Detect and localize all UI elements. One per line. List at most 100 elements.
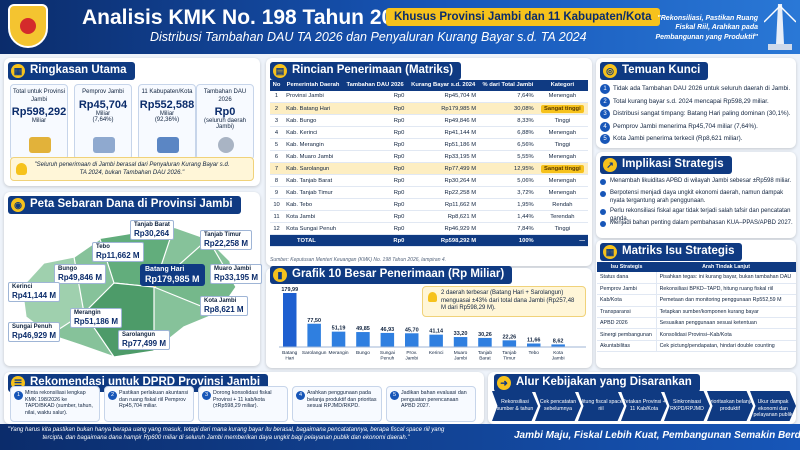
- finding-number: 3: [600, 109, 610, 119]
- table-row: 9 Kab. Tanjab Timur Rp0 Rp22,258 M 3,72% Mene…: [270, 186, 588, 200]
- coins-icon: [29, 137, 51, 153]
- matrix-row: Kab/Kota Pemetaan dan monitoring pengguna…: [597, 294, 796, 307]
- recommendation-card: 5 Jadikan bahan evaluasi dan penguatan pe…: [386, 386, 476, 422]
- bar-chart-icon: ▮: [273, 268, 287, 282]
- finding-item: 4 Pemprov Jambi menerima Rp45,704 miliar …: [600, 121, 796, 132]
- matrix-cell: Akuntabilitas: [597, 340, 657, 353]
- matrix-row: APBD 2026 Sesuaikan penggunaan sesuai ket…: [597, 317, 796, 330]
- table-total-cell: —: [536, 234, 588, 248]
- table-cell: Rp41,144 M: [407, 126, 480, 140]
- matrix-cell: Kab/Kota: [597, 294, 657, 307]
- table-cell: Menengah: [536, 174, 588, 188]
- table-cell: Kab. Tanjab Timur: [283, 186, 343, 200]
- jambi-emblem-icon: [8, 4, 48, 48]
- table-row: 2 Kab. Batang Hari Rp0 Rp179,985 M 30,08% San…: [270, 102, 588, 116]
- table-cell: 7,84%: [479, 222, 537, 236]
- recommendation-text: Minta rekonsiliasi lengkap KMK 198/2026 …: [25, 390, 93, 416]
- finding-text: Kota Jambi penerima terkecil (Rp8,621 mi…: [613, 135, 743, 142]
- implication-item: Berpotensi menjadi daya ungkit ekonomi d…: [600, 190, 796, 205]
- table-cell: Rp0: [342, 126, 408, 140]
- table-cell: Rp0: [342, 102, 408, 116]
- table-cell: 6,88%: [479, 126, 537, 140]
- table-cell: Rp46,929 M: [407, 222, 480, 236]
- chart-panel: [266, 268, 592, 368]
- table-cell: Tinggi: [536, 114, 588, 128]
- table-cell: Rp49,846 M: [407, 114, 480, 128]
- recommendation-text: Pastikan perlakuan akuntansi dan ruang f…: [119, 390, 189, 410]
- building-icon: [93, 137, 115, 153]
- finding-number: 5: [600, 134, 610, 144]
- summary-note: "Seluruh penerimaan di Jambi berasal dar…: [10, 157, 254, 181]
- table-total-cell: Rp598,292 M: [407, 234, 480, 248]
- table-cell: Rp0: [342, 90, 408, 104]
- matrix-row: Status dana Pisahkan tegas: ini kurang ba…: [597, 272, 796, 284]
- table-cell: 5,06%: [479, 174, 537, 188]
- table-total-row: TOTAL Rp0 Rp598,292 M 100% —: [270, 234, 588, 248]
- table-header-cell: Kurang Bayar s.d. 2024: [407, 80, 480, 91]
- table-cell: Kab. Kerinci: [283, 126, 343, 140]
- matrix-cell: Sinergi pembangunan: [597, 328, 657, 341]
- table-cell: 5,55%: [479, 150, 537, 164]
- table-total-cell: TOTAL: [270, 234, 343, 248]
- table-header-cell: Kategori: [536, 80, 588, 91]
- table-cell: 7,64%: [479, 90, 537, 104]
- table-cell: Rp8,621 M: [407, 210, 480, 224]
- scope-badge: Khusus Provinsi Jambi dan 11 Kabupaten/K…: [386, 8, 660, 26]
- table-cell: Kab. Sarolangun: [283, 162, 343, 176]
- matrix-title: ▦ Matriks Isu Strategis: [600, 243, 743, 261]
- category-badge: Sangat tinggi: [540, 164, 584, 173]
- table-cell: Kota Sungai Penuh: [283, 222, 343, 236]
- table-cell: Kab. Merangin: [283, 138, 343, 152]
- table-cell: Kota Jambi: [283, 210, 343, 224]
- table-cell: Rp77,499 M: [407, 162, 480, 176]
- recommendation-text: Jadikan bahan evaluasi dan penguatan per…: [401, 390, 467, 410]
- table-cell: Kab. Batang Hari: [283, 102, 343, 116]
- table-row: 12 Kota Sungai Penuh Rp0 Rp46,929 M 7,84% Tin…: [270, 222, 588, 236]
- table-header-cell: % dari Total Jambi: [479, 80, 537, 91]
- matrix-cell: Tetapkan sumber/komponen kurang bayar: [656, 306, 796, 319]
- map-label-tanjab-barat: Tanjab Barat Rp30,264: [130, 220, 174, 241]
- matrix-row: Sinergi pembangunan Konsolidasi Provinsi–…: [597, 328, 796, 341]
- header-banner: Analisis KMK No. 198 Tahun 2026 Khusus P…: [0, 0, 800, 54]
- page-subtitle: Distribusi Tambahan DAU TA 2026 dan Peny…: [150, 30, 587, 44]
- matrix-cell: Transparansi: [597, 306, 657, 319]
- table-cell: 10: [270, 198, 284, 212]
- recommendation-number: 1: [14, 391, 23, 400]
- recommendation-card: 3 Dorong konsolidasi fiskal Provinsi + 11…: [198, 386, 288, 422]
- finding-item: 3 Distribusi sangat timpang: Batang Hari …: [600, 109, 796, 119]
- recommendation-number: 2: [108, 391, 117, 400]
- target-icon: ◎: [603, 64, 617, 78]
- map-pin-icon: ◉: [11, 198, 25, 212]
- table-cell: 8: [270, 174, 284, 188]
- table-cell: Rp179,985 M: [407, 102, 480, 116]
- table-cell: Rp0: [342, 198, 408, 212]
- table-cell: 3,72%: [479, 186, 537, 200]
- table-cell: Rp45,704 M: [407, 90, 480, 104]
- matrix-cell: Cek pictung/pendapatan, hindari double c…: [656, 340, 796, 353]
- table-total-cell: 100%: [479, 234, 537, 248]
- map-title: ◉ Peta Sebaran Dana di Provinsi Jambi: [8, 196, 241, 214]
- matrix-cell: Pisahkan tegas: ini kurang bayar, bukan …: [656, 272, 796, 284]
- findings-title: ◎ Temuan Kunci: [600, 62, 709, 80]
- table-cell: Menengah: [536, 90, 588, 104]
- lightbulb-icon: [16, 163, 27, 175]
- finding-item: 1 Tidak ada Tambahan DAU 2026 untuk selur…: [600, 84, 796, 94]
- header-quote: "Rekonsiliasi, Pastikan Ruang Fiskal Rii…: [655, 15, 759, 41]
- table-cell: Rp51,186 M: [407, 138, 480, 152]
- table-cell: 8,33%: [479, 114, 537, 128]
- table-cell: 2: [270, 102, 284, 116]
- map-label-muaro-jambi: Muaro Jambi Rp33,195 M: [210, 264, 263, 285]
- table-row: 11 Kota Jambi Rp0 Rp8,621 M 1,44% Terendah: [270, 210, 588, 224]
- summary-card-total: Total untuk Provinsi Jambi Rp598,292 Mil…: [10, 84, 68, 160]
- summary-card-dau: Tambahan DAU 2026 Rp0 (seluruh daerah Ja…: [196, 84, 254, 160]
- finding-number: 1: [600, 84, 610, 94]
- table-cell: Rp0: [342, 162, 408, 176]
- summary-title: ▦ Ringkasan Utama: [8, 62, 135, 80]
- recommendation-text: Dorong konsolidasi fiskal Provinsi + 11 …: [213, 390, 272, 410]
- finding-number: 2: [600, 96, 610, 107]
- table-row: 6 Kab. Muaro Jambi Rp0 Rp33,195 M 5,55% Menen…: [270, 150, 588, 164]
- matrix-row: Pemprov Jambi Rekonsiliasi BPKD–TAPD, hit…: [597, 283, 796, 296]
- footer-tagline: Jambi Maju, Fiskal Lebih Kuat, Pembangun…: [514, 430, 800, 441]
- table-cell: Tinggi: [536, 138, 588, 152]
- table-cell: 1,95%: [479, 198, 537, 212]
